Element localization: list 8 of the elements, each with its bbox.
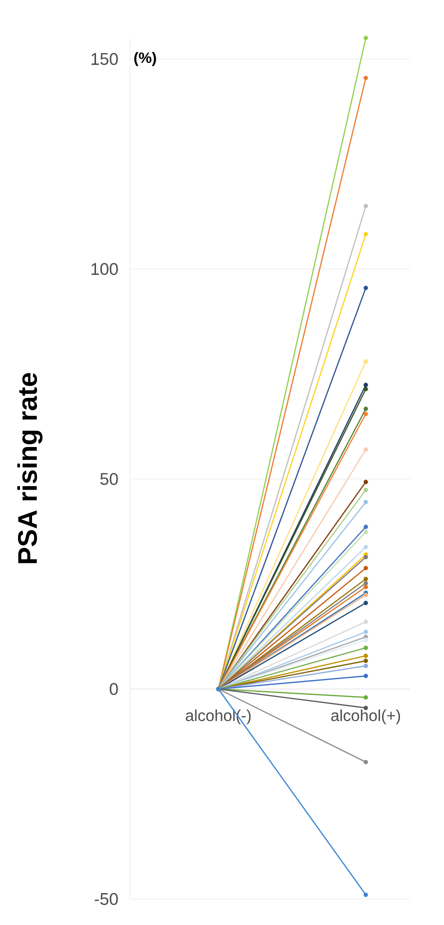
y-tick-label: 0 — [110, 683, 118, 695]
y-tick-label: 150 — [92, 52, 118, 65]
x-tick-label: alcohol(+) — [331, 709, 400, 724]
y-axis-title: PSA rising rate — [17, 373, 42, 564]
annotation: (%) — [134, 52, 156, 66]
y-tick-label: 100 — [92, 262, 118, 275]
y-tick-label: 50 — [100, 472, 118, 485]
y-tick-label: -50 — [94, 893, 118, 905]
